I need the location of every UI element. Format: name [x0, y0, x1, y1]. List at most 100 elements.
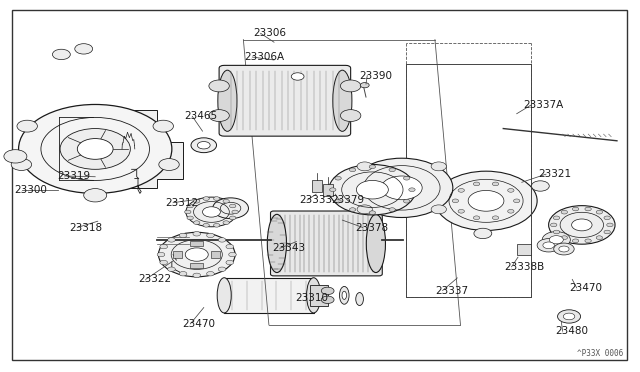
Circle shape — [185, 248, 208, 261]
Ellipse shape — [333, 70, 352, 131]
Circle shape — [179, 272, 187, 276]
Circle shape — [349, 168, 356, 171]
Circle shape — [474, 216, 480, 219]
Circle shape — [223, 221, 229, 225]
Ellipse shape — [339, 286, 349, 304]
Circle shape — [193, 221, 200, 225]
Circle shape — [335, 176, 341, 180]
Circle shape — [207, 233, 214, 238]
Circle shape — [357, 205, 372, 214]
Text: ^P33X 0006: ^P33X 0006 — [577, 349, 623, 358]
Circle shape — [335, 199, 341, 203]
Circle shape — [232, 210, 238, 214]
Circle shape — [77, 138, 113, 159]
Bar — [173, 251, 182, 258]
Circle shape — [607, 223, 613, 227]
Text: 23390: 23390 — [360, 71, 392, 81]
Circle shape — [340, 110, 361, 122]
Text: 23322: 23322 — [138, 275, 171, 284]
Circle shape — [572, 219, 592, 231]
Circle shape — [557, 310, 580, 323]
Circle shape — [184, 210, 191, 214]
Circle shape — [321, 287, 334, 295]
Text: 23318: 23318 — [70, 222, 103, 232]
Text: 23306A: 23306A — [244, 52, 285, 62]
Circle shape — [585, 239, 591, 243]
Circle shape — [207, 272, 214, 276]
Bar — [323, 184, 333, 196]
Circle shape — [187, 204, 193, 208]
Text: 23378: 23378 — [355, 222, 388, 232]
Text: 23300: 23300 — [15, 186, 47, 195]
Circle shape — [561, 210, 568, 214]
FancyBboxPatch shape — [219, 65, 351, 136]
Circle shape — [389, 168, 396, 171]
Text: 23337A: 23337A — [523, 100, 563, 110]
Circle shape — [554, 243, 574, 255]
Circle shape — [369, 211, 376, 215]
Circle shape — [543, 242, 554, 248]
Circle shape — [218, 267, 226, 272]
Circle shape — [340, 80, 361, 92]
Circle shape — [203, 224, 209, 227]
Circle shape — [11, 158, 31, 170]
Ellipse shape — [356, 292, 364, 305]
Text: 23319: 23319 — [57, 171, 90, 181]
Circle shape — [84, 189, 107, 202]
Circle shape — [356, 180, 388, 199]
Circle shape — [351, 158, 453, 218]
Text: 23470: 23470 — [569, 283, 602, 293]
Circle shape — [193, 199, 200, 203]
Circle shape — [572, 207, 579, 211]
Text: 23321: 23321 — [538, 169, 572, 179]
Circle shape — [604, 230, 611, 234]
Circle shape — [403, 176, 410, 180]
Circle shape — [218, 238, 226, 242]
Circle shape — [549, 235, 563, 244]
Text: 23480: 23480 — [555, 326, 588, 336]
Circle shape — [212, 198, 248, 219]
Ellipse shape — [217, 278, 231, 313]
Circle shape — [291, 73, 304, 80]
Circle shape — [349, 208, 356, 211]
Circle shape — [321, 296, 334, 304]
Circle shape — [230, 204, 236, 208]
Circle shape — [572, 239, 579, 243]
Circle shape — [209, 80, 229, 92]
Circle shape — [52, 49, 70, 60]
Circle shape — [531, 181, 549, 191]
Circle shape — [389, 208, 396, 211]
Text: 23337: 23337 — [435, 286, 468, 295]
Circle shape — [168, 267, 175, 272]
Circle shape — [153, 120, 173, 132]
Circle shape — [226, 244, 234, 249]
Circle shape — [550, 223, 557, 227]
Circle shape — [157, 252, 165, 257]
Circle shape — [226, 260, 234, 265]
Bar — [516, 244, 531, 254]
Circle shape — [596, 210, 602, 214]
Circle shape — [179, 233, 187, 238]
Circle shape — [160, 260, 168, 265]
Bar — [224, 278, 314, 313]
Circle shape — [585, 207, 591, 211]
Circle shape — [159, 158, 179, 170]
Circle shape — [596, 236, 602, 240]
Text: 23379: 23379 — [332, 195, 365, 205]
Circle shape — [214, 197, 220, 201]
Circle shape — [431, 162, 447, 171]
Text: 23470: 23470 — [182, 319, 216, 329]
Circle shape — [458, 209, 465, 213]
Circle shape — [197, 141, 210, 149]
Circle shape — [548, 206, 615, 244]
Text: 23306: 23306 — [253, 28, 286, 38]
Circle shape — [452, 199, 459, 203]
Circle shape — [563, 313, 575, 320]
Bar — [190, 241, 203, 246]
Circle shape — [381, 176, 422, 200]
Circle shape — [168, 238, 175, 242]
Ellipse shape — [342, 291, 346, 299]
Circle shape — [187, 216, 193, 220]
Circle shape — [202, 207, 220, 217]
Circle shape — [474, 182, 480, 186]
